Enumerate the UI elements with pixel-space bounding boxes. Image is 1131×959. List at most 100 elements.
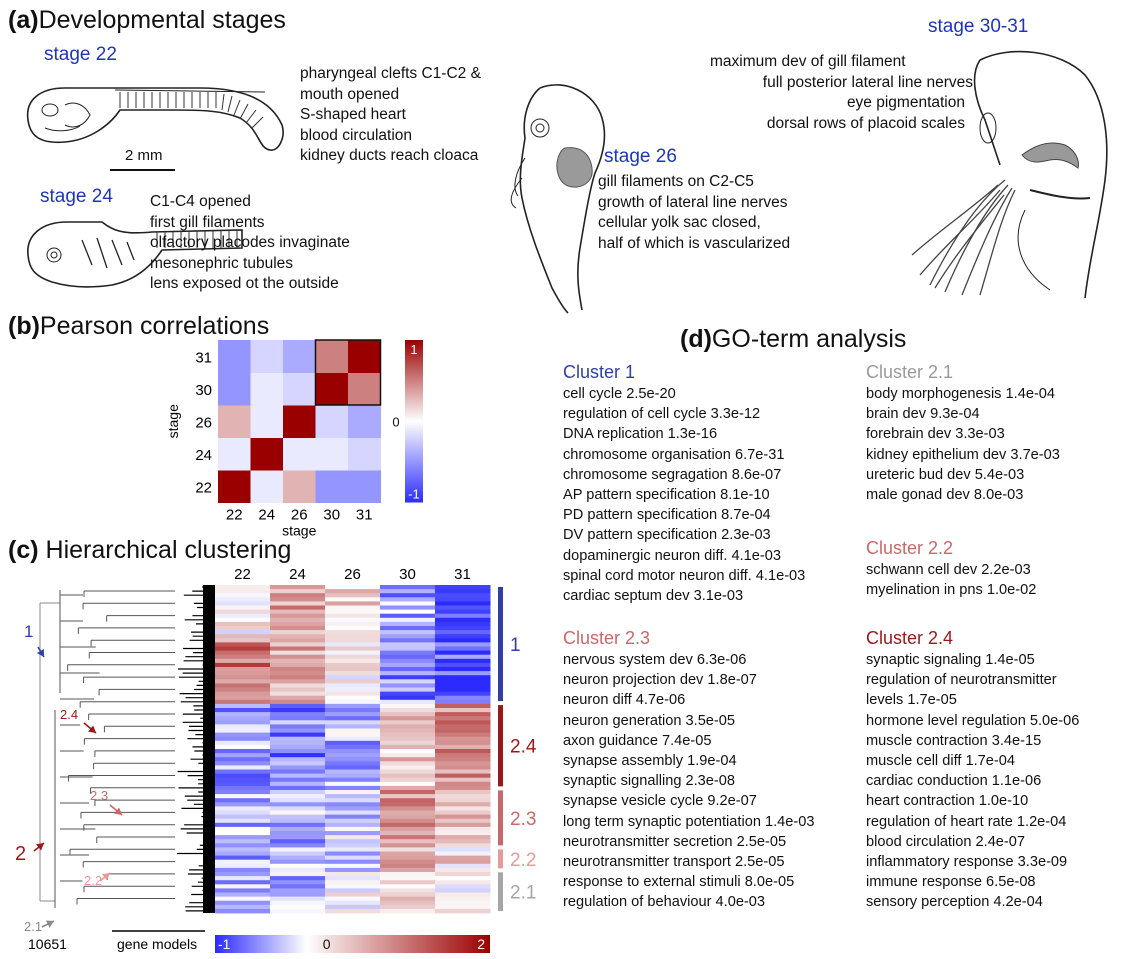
heatmap-row-cell bbox=[215, 728, 271, 733]
heatmap-row-cell bbox=[270, 781, 326, 787]
heatmap-row-cell bbox=[380, 699, 436, 705]
heatmap-cell bbox=[218, 340, 251, 373]
heatmap-row-cell bbox=[435, 765, 491, 770]
go-term: cardiac conduction 1.1e-06 bbox=[866, 773, 1042, 790]
heatmap-cell bbox=[250, 437, 284, 471]
go-term: levels 1.7e-05 bbox=[866, 692, 957, 709]
heatmap-row-cell bbox=[380, 679, 436, 684]
heatmap-row-cell bbox=[215, 716, 271, 721]
heatmap-row-cell bbox=[270, 900, 326, 906]
heatmap-row-cell bbox=[215, 773, 271, 779]
zscore-tick: 2 bbox=[477, 936, 485, 952]
heatmap-cell bbox=[348, 470, 381, 503]
feature-text: maximum dev of gill filament bbox=[710, 53, 906, 70]
heatmap-row-cell bbox=[215, 638, 271, 643]
heatmap-row-cell bbox=[270, 650, 326, 656]
cluster-2-1-terms: body morphogenesis 1.4e-04 brain dev 9.3… bbox=[866, 384, 1060, 505]
heatmap-row-cell bbox=[215, 630, 271, 635]
heatmap-row-cell bbox=[215, 839, 271, 844]
heatmap-row-cell bbox=[270, 593, 326, 598]
heatmap-row-cell bbox=[215, 900, 271, 906]
panel-d-label: (d) bbox=[680, 325, 712, 353]
heatmap-row-cell bbox=[380, 630, 436, 635]
heatmap-row-cell bbox=[215, 712, 271, 717]
heatmap-row-cell bbox=[270, 679, 326, 684]
heatmap-row-cell bbox=[325, 814, 381, 820]
heatmap-row-cell bbox=[435, 785, 491, 791]
heatmap-cell bbox=[348, 340, 381, 373]
heatmap-row-cell bbox=[325, 716, 381, 721]
heatmap-row-cell bbox=[270, 691, 326, 697]
heatmap-row-cell bbox=[325, 744, 381, 750]
column-label: 24 bbox=[289, 566, 306, 583]
heatmap-row-cell bbox=[270, 785, 326, 791]
column-label: 30 bbox=[399, 566, 416, 583]
cluster-bar bbox=[498, 705, 503, 787]
heatmap-row-cell bbox=[270, 798, 326, 803]
heatmap-row-cell bbox=[325, 597, 381, 602]
heatmap-row-cell bbox=[325, 904, 381, 910]
go-term: myelination in pns 1.0e-02 bbox=[866, 582, 1037, 599]
heatmap-row-cell bbox=[215, 867, 271, 873]
heatmap-row-cell bbox=[435, 744, 491, 750]
go-term: inflammatory response 3.3e-09 bbox=[866, 854, 1068, 871]
heatmap-row-cell bbox=[215, 847, 271, 852]
feature-text: gill filaments on C2-C5 bbox=[598, 173, 754, 190]
heatmap-row-cell bbox=[215, 732, 271, 738]
go-term: neurotransmitter secretion 2.5e-05 bbox=[563, 833, 787, 850]
feature-text: C1-C4 opened bbox=[150, 193, 251, 210]
heatmap-cell bbox=[218, 470, 251, 503]
heatmap-row-cell bbox=[380, 892, 436, 897]
heatmap-row-cell bbox=[435, 757, 491, 762]
heatmap-row-cell bbox=[380, 708, 436, 713]
heatmap-row-cell bbox=[325, 790, 381, 795]
heatmap-row-cell bbox=[270, 872, 326, 877]
feature-text: lens exposed ot the outside bbox=[150, 275, 339, 292]
heatmap-row-cell bbox=[270, 662, 326, 668]
heatmap-row-cell bbox=[435, 773, 491, 779]
heatmap-row-cell bbox=[270, 904, 326, 910]
panel-b-title-text: Pearson correlations bbox=[39, 312, 270, 340]
heatmap-row-cell bbox=[380, 867, 436, 873]
heatmap-row-cell bbox=[270, 896, 326, 902]
heatmap-row-cell bbox=[435, 585, 491, 590]
heatmap-row-cell bbox=[380, 888, 436, 893]
heatmap-row-cell bbox=[325, 650, 381, 656]
heatmap-row-cell bbox=[325, 888, 381, 893]
feature-text: dorsal rows of placoid scales bbox=[766, 114, 965, 132]
go-term: regulation of behaviour 4.0e-03 bbox=[563, 894, 766, 911]
heatmap-row-cell bbox=[380, 662, 436, 668]
heatmap-row-cell bbox=[215, 654, 271, 660]
heatmap-row-cell bbox=[215, 822, 271, 828]
heatmap-cell bbox=[315, 437, 349, 471]
heatmap-row-cell bbox=[215, 601, 271, 606]
heatmap-cell bbox=[348, 405, 381, 438]
heatmap-row-cell bbox=[435, 863, 491, 869]
heatmap-row-cell bbox=[435, 781, 491, 787]
heatmap-row-cell bbox=[380, 695, 436, 701]
heatmap-row-cell bbox=[325, 695, 381, 701]
heatmap-row-cell bbox=[435, 609, 491, 615]
heatmap-row-cell bbox=[215, 904, 271, 910]
heatmap-row-cell bbox=[380, 794, 436, 799]
heatmap-row-cell bbox=[270, 601, 326, 606]
heatmap-row-cell bbox=[215, 892, 271, 897]
arrowhead-icon bbox=[88, 725, 96, 733]
heatmap-row-cell bbox=[270, 621, 326, 627]
heatmap-row-cell bbox=[325, 872, 381, 877]
heatmap-row-cell bbox=[215, 675, 271, 680]
heatmap-row-cell bbox=[435, 908, 491, 914]
heatmap-cell bbox=[218, 405, 251, 438]
heatmap-row-cell bbox=[435, 593, 491, 598]
heatmap-row-cell bbox=[435, 671, 491, 676]
heatmap-row-cell bbox=[325, 667, 381, 672]
go-term: synaptic signalling 2.3e-08 bbox=[563, 773, 735, 790]
heatmap-row-cell bbox=[270, 843, 326, 848]
heatmap-row-cell bbox=[325, 810, 381, 815]
heatmap-row-cell bbox=[435, 716, 491, 721]
feature-text: cellular yolk sac closed, bbox=[598, 214, 761, 231]
go-term: neurotransmitter transport 2.5e-05 bbox=[563, 854, 785, 871]
stage-26-features: gill filaments on C2-C5 growth of latera… bbox=[598, 172, 790, 254]
heatmap-row-cell bbox=[435, 790, 491, 795]
heatmap-row-cell bbox=[435, 642, 491, 647]
